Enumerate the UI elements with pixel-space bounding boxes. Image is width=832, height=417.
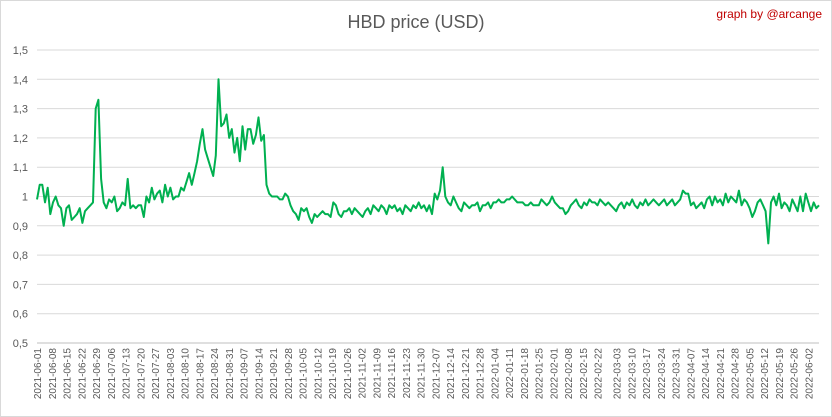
x-tick-label: 2022-05-19 xyxy=(775,348,786,400)
x-tick-label: 2021-06-15 xyxy=(63,348,74,400)
y-tick-label: 0,8 xyxy=(13,250,28,262)
x-tick-label: 2021-06-29 xyxy=(92,348,103,400)
x-tick-label: 2021-06-08 xyxy=(48,348,59,400)
x-tick-label: 2021-11-30 xyxy=(417,348,428,399)
x-tick-label: 2021-09-28 xyxy=(284,348,295,400)
x-tick-label: 2021-06-22 xyxy=(77,348,88,400)
x-tick-label: 2022-04-28 xyxy=(731,348,742,400)
x-tick-label: 2022-05-26 xyxy=(790,348,801,400)
series-layer xyxy=(36,78,820,245)
x-tick-label: 2021-11-09 xyxy=(372,348,383,399)
x-tick-label: 2022-03-03 xyxy=(613,348,624,400)
x-tick-label: 2021-10-05 xyxy=(299,348,310,400)
x-tick-label: 2021-09-21 xyxy=(269,348,280,400)
x-tick-label: 2022-02-01 xyxy=(549,348,560,400)
x-tick-label: 2021-10-19 xyxy=(328,348,339,400)
x-tick-label: 2022-06-02 xyxy=(804,348,815,400)
y-tick-label: 1 xyxy=(22,192,28,204)
x-tick-label: 2021-06-01 xyxy=(33,348,44,400)
y-tick-label: 1,4 xyxy=(13,74,28,86)
y-tick-label: 1,1 xyxy=(13,162,28,174)
x-tick-label: 2022-01-18 xyxy=(520,348,531,400)
credit-label: graph by @arcange xyxy=(716,7,822,21)
x-tick-label: 2022-01-25 xyxy=(535,348,546,400)
x-tick-label: 2022-01-04 xyxy=(490,348,501,400)
x-tick-label: 2022-03-17 xyxy=(642,348,653,400)
x-tick-label: 2022-02-22 xyxy=(594,348,605,400)
x-tick-label: 2021-11-16 xyxy=(387,348,398,399)
x-tick-label: 2021-07-06 xyxy=(107,348,118,400)
x-tick-label: 2021-08-03 xyxy=(166,348,177,400)
x-tick-label: 2022-04-14 xyxy=(701,348,712,400)
y-tick-label: 0,5 xyxy=(13,338,28,350)
x-tick-label: 2021-10-12 xyxy=(313,348,324,400)
x-tick-label: 2022-03-31 xyxy=(672,348,683,400)
y-tick-label: 1,5 xyxy=(13,45,28,57)
x-tick-label: 2022-04-07 xyxy=(686,348,697,400)
x-tick-label: 2021-07-20 xyxy=(136,348,147,400)
x-tick-label: 2021-11-02 xyxy=(358,348,369,399)
x-tick-label: 2022-03-10 xyxy=(627,348,638,400)
x-tick-label: 2021-12-28 xyxy=(476,348,487,400)
x-tick-label: 2021-08-17 xyxy=(195,348,206,400)
y-tick-label: 0,9 xyxy=(13,221,28,233)
x-tick-label: 2021-11-23 xyxy=(402,348,413,399)
x-tick-label: 2022-02-08 xyxy=(564,348,575,400)
x-tick-label: 2021-12-14 xyxy=(446,348,457,400)
x-tick-label: 2021-07-27 xyxy=(151,348,162,400)
y-tick-label: 0,6 xyxy=(13,309,28,321)
y-tick-label: 0,7 xyxy=(13,279,28,291)
x-axis-ticks: 2021-06-01 2021-06-08 2021-06-15 2021-06-22… xyxy=(33,348,815,400)
x-tick-label: 2022-04-21 xyxy=(716,348,727,400)
x-tick-label: 2021-08-10 xyxy=(181,348,192,400)
y-tick-label: 1,2 xyxy=(13,133,28,145)
x-tick-label: 2022-03-24 xyxy=(657,348,668,400)
y-axis-ticks: 1,5 1,4 1,3 1,2 1,1 1 0,9 0,8 0,7 0,6 0,5 xyxy=(13,45,28,350)
x-tick-label: 2021-07-13 xyxy=(122,348,133,400)
x-tick-label: 2021-08-31 xyxy=(225,348,236,400)
x-tick-label: 2021-09-07 xyxy=(240,348,251,400)
x-tick-label: 2022-05-12 xyxy=(760,348,771,400)
x-tick-label: 2021-12-07 xyxy=(431,348,442,400)
x-tick-label: 2021-09-14 xyxy=(254,348,265,400)
y-tick-label: 1,3 xyxy=(13,104,28,116)
series-line xyxy=(36,78,820,245)
x-tick-label: 2022-01-11 xyxy=(505,348,516,399)
x-tick-label: 2022-02-15 xyxy=(579,348,590,400)
x-tick-label: 2021-08-24 xyxy=(210,348,221,400)
x-tick-label: 2022-05-05 xyxy=(745,348,756,400)
chart-title: HBD price (USD) xyxy=(347,12,485,32)
x-tick-label: 2021-10-26 xyxy=(343,348,354,400)
x-tick-label: 2021-12-21 xyxy=(461,348,472,400)
